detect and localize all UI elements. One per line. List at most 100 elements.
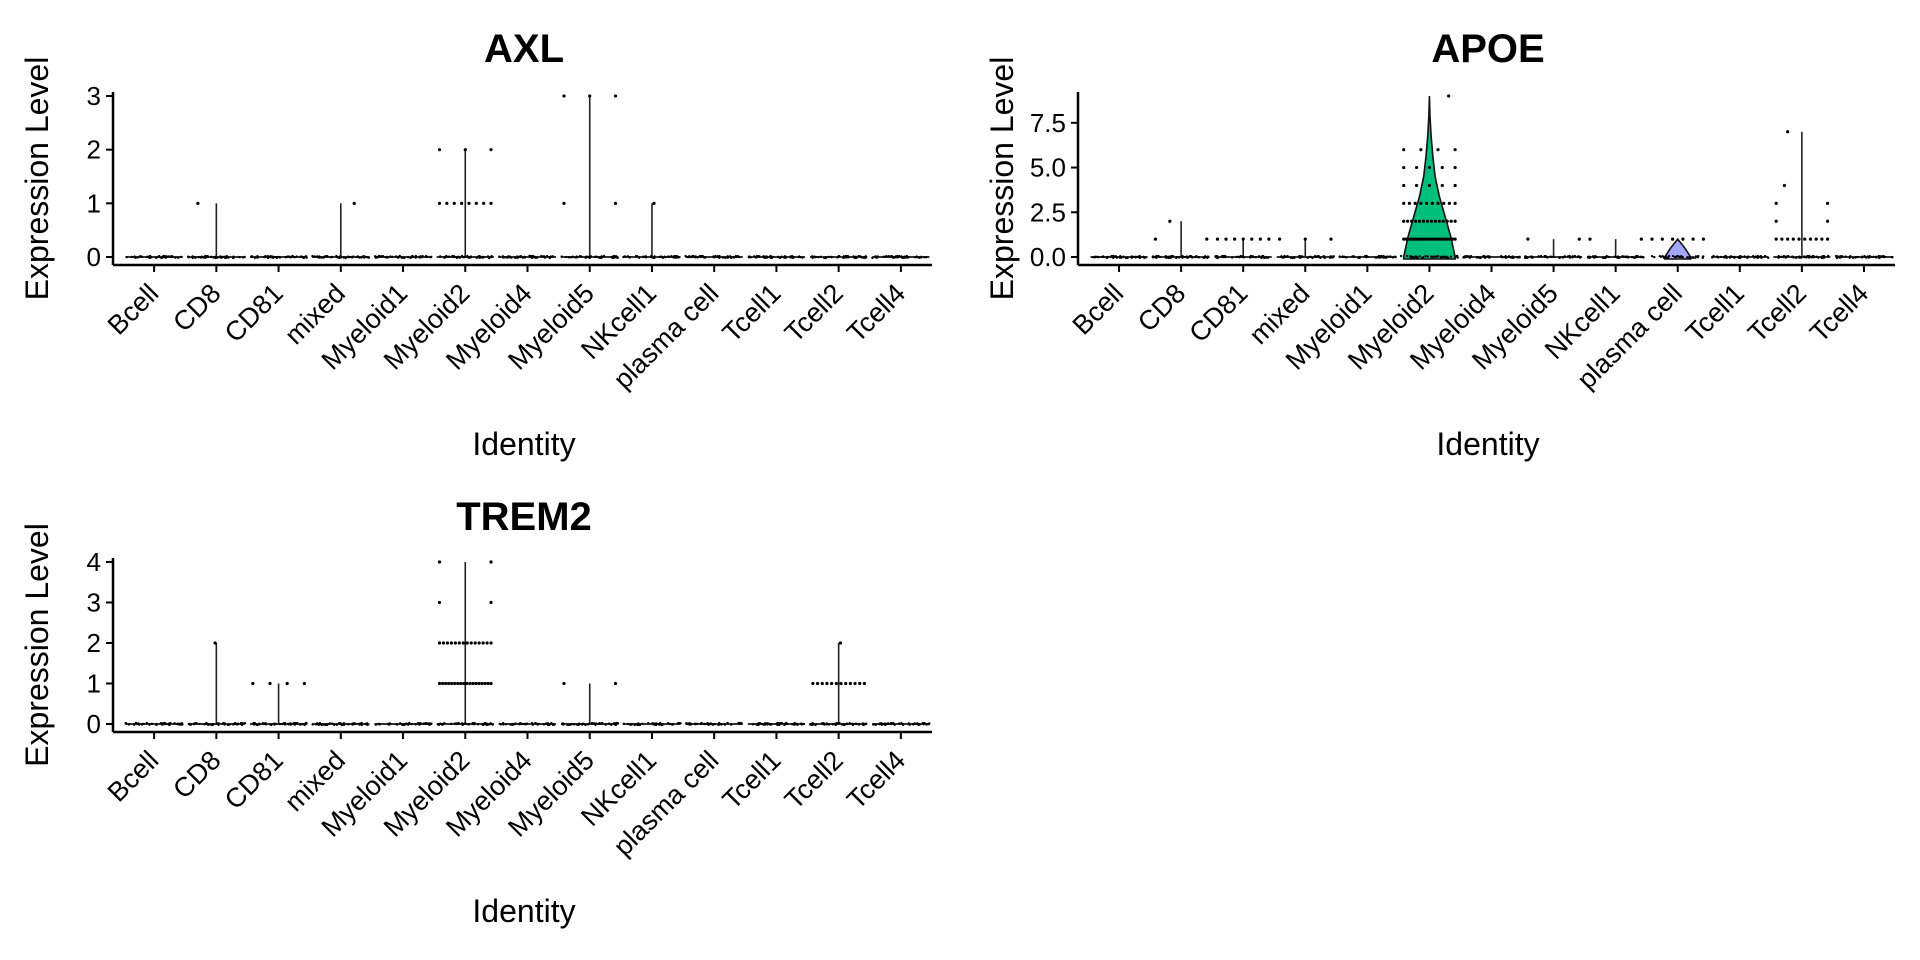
jitter-point bbox=[908, 723, 911, 727]
jitter-point bbox=[173, 722, 176, 725]
jitter-point bbox=[428, 722, 432, 726]
jitter-point bbox=[315, 723, 318, 726]
jitter-point bbox=[689, 722, 693, 726]
jitter-point bbox=[225, 255, 228, 259]
jitter-point bbox=[791, 723, 794, 726]
jitter-point bbox=[437, 681, 442, 686]
jitter-point bbox=[834, 723, 837, 727]
jitter-point bbox=[210, 723, 213, 727]
jitter-point bbox=[1733, 255, 1736, 259]
jitter-point bbox=[477, 641, 481, 645]
jitter-point bbox=[830, 681, 834, 686]
jitter-point bbox=[489, 201, 493, 205]
jitter-point bbox=[1453, 237, 1457, 241]
jitter-point bbox=[844, 681, 848, 686]
jitter-point bbox=[364, 722, 368, 726]
jitter-point bbox=[437, 148, 442, 152]
jitter-point bbox=[1449, 219, 1453, 223]
jitter-point bbox=[253, 256, 257, 260]
jitter-point bbox=[477, 254, 481, 258]
jitter-point bbox=[164, 722, 167, 726]
jitter-point bbox=[1438, 237, 1443, 241]
jitter-point bbox=[1443, 255, 1446, 258]
jitter-point bbox=[1552, 255, 1555, 258]
jitter-point bbox=[1352, 255, 1356, 258]
jitter-point bbox=[195, 721, 198, 725]
jitter-point bbox=[740, 722, 743, 725]
jitter-point bbox=[544, 722, 548, 725]
jitter-point bbox=[1453, 219, 1457, 223]
jitter-point bbox=[766, 723, 769, 726]
jitter-point bbox=[430, 255, 433, 259]
jitter-point bbox=[584, 723, 587, 727]
x-tick-label: CD81 bbox=[219, 278, 289, 348]
jitter-point bbox=[328, 722, 331, 725]
jitter-point bbox=[1281, 256, 1285, 259]
jitter-point bbox=[1592, 255, 1595, 258]
jitter-point bbox=[1825, 201, 1830, 205]
jitter-point bbox=[489, 641, 493, 645]
jitter-point bbox=[292, 722, 295, 725]
jitter-point bbox=[1230, 256, 1234, 259]
jitter-point bbox=[883, 723, 887, 726]
jitter-point bbox=[1446, 237, 1450, 241]
jitter-point bbox=[1451, 237, 1455, 241]
jitter-point bbox=[1224, 237, 1228, 241]
jitter-point bbox=[590, 722, 594, 725]
jitter-point bbox=[275, 256, 278, 259]
jitter-point bbox=[1096, 255, 1099, 259]
jitter-point bbox=[626, 722, 630, 726]
jitter-point bbox=[876, 255, 879, 258]
jitter-point bbox=[585, 255, 588, 258]
jitter-point bbox=[320, 723, 323, 727]
jitter-point bbox=[258, 722, 261, 725]
jitter-point bbox=[443, 256, 447, 259]
jitter-point bbox=[213, 255, 217, 259]
jitter-point bbox=[472, 723, 476, 726]
jitter-point bbox=[410, 722, 414, 726]
jitter-point bbox=[622, 722, 625, 726]
jitter-point bbox=[1151, 256, 1155, 259]
jitter-point bbox=[1124, 256, 1128, 260]
x-axis-title: Identity bbox=[1436, 426, 1539, 462]
jitter-point bbox=[251, 681, 255, 686]
jitter-point bbox=[872, 723, 875, 726]
jitter-point bbox=[1254, 256, 1258, 259]
jitter-point bbox=[1418, 255, 1421, 258]
jitter-point bbox=[475, 256, 478, 260]
jitter-point bbox=[268, 681, 272, 686]
jitter-point bbox=[723, 256, 727, 259]
jitter-point bbox=[170, 255, 173, 259]
jitter-point bbox=[531, 723, 534, 726]
jitter-point bbox=[607, 722, 611, 725]
jitter-point bbox=[1436, 201, 1440, 205]
jitter-point bbox=[882, 255, 886, 258]
jitter-point bbox=[597, 722, 600, 725]
jitter-point bbox=[1447, 94, 1451, 98]
jitter-point bbox=[550, 721, 553, 725]
jitter-point bbox=[1546, 256, 1549, 259]
jitter-point bbox=[1110, 255, 1113, 258]
jitter-point bbox=[397, 255, 400, 259]
jitter-point bbox=[215, 722, 219, 725]
jitter-point bbox=[562, 94, 566, 98]
jitter-point bbox=[1437, 219, 1441, 223]
jitter-point bbox=[489, 560, 493, 564]
jitter-point bbox=[546, 255, 549, 258]
jitter-point bbox=[712, 256, 716, 259]
jitter-point bbox=[239, 722, 243, 726]
jitter-point bbox=[145, 721, 149, 725]
jitter-point bbox=[1411, 237, 1416, 241]
jitter-point bbox=[747, 255, 751, 259]
jitter-point bbox=[264, 254, 267, 258]
jitter-point bbox=[403, 256, 406, 260]
jitter-point bbox=[1839, 255, 1842, 258]
jitter-point bbox=[253, 723, 256, 726]
jitter-point bbox=[1759, 255, 1763, 258]
jitter-point bbox=[777, 721, 781, 725]
jitter-point bbox=[1143, 256, 1146, 259]
jitter-point bbox=[280, 722, 284, 726]
jitter-point bbox=[1443, 237, 1447, 241]
